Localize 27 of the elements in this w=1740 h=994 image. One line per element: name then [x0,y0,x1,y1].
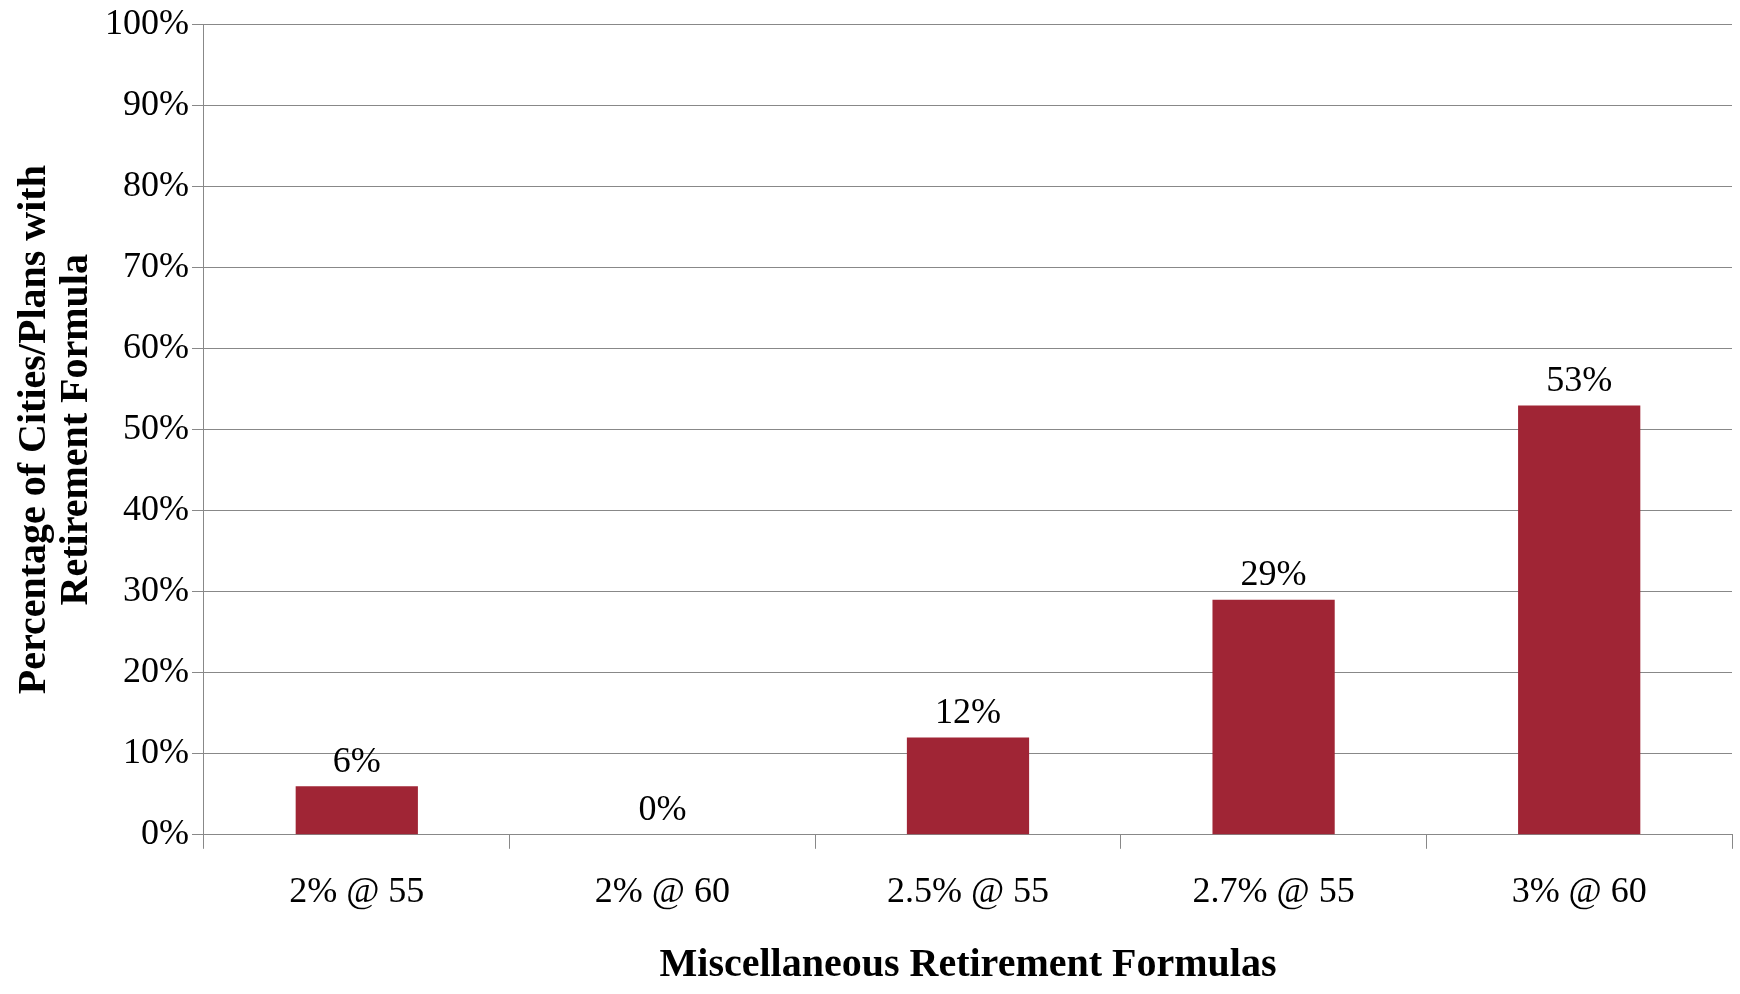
bar [906,737,1030,835]
y-tick-label: 50% [122,407,189,448]
y-axis-title: Percentage of Cities/Plans with Retirement Formula [9,165,97,695]
x-tick-label: 2.5% @ 55 [886,869,1050,910]
x-tick-label: 2% @ 55 [289,869,425,910]
y-tick-label: 90% [122,83,189,124]
y-tick-label: 60% [122,326,189,367]
data-label: 12% [934,691,1001,732]
x-tick-label: 2% @ 60 [594,869,730,910]
y-tick-label: 70% [122,245,189,286]
y-tick-label: 20% [122,650,189,691]
y-tick-label: 10% [122,731,189,772]
bar [1212,599,1335,835]
bar [1518,405,1641,835]
y-tick-label: 0% [140,812,189,853]
data-label: 53% [1546,358,1613,399]
data-label: 6% [332,739,381,780]
y-tick-label: 80% [122,164,189,205]
x-axis-title: Miscellaneous Retirement Formulas [659,940,1277,986]
bar [295,786,418,835]
y-tick-label: 30% [122,569,189,610]
y-tick-label: 100% [104,2,189,43]
x-tick-label: 2.7% @ 55 [1192,869,1355,910]
data-label: 29% [1240,553,1307,594]
x-tick-label: 3% @ 60 [1511,869,1647,910]
data-label: 0% [638,788,687,829]
y-tick-label: 40% [122,488,189,529]
